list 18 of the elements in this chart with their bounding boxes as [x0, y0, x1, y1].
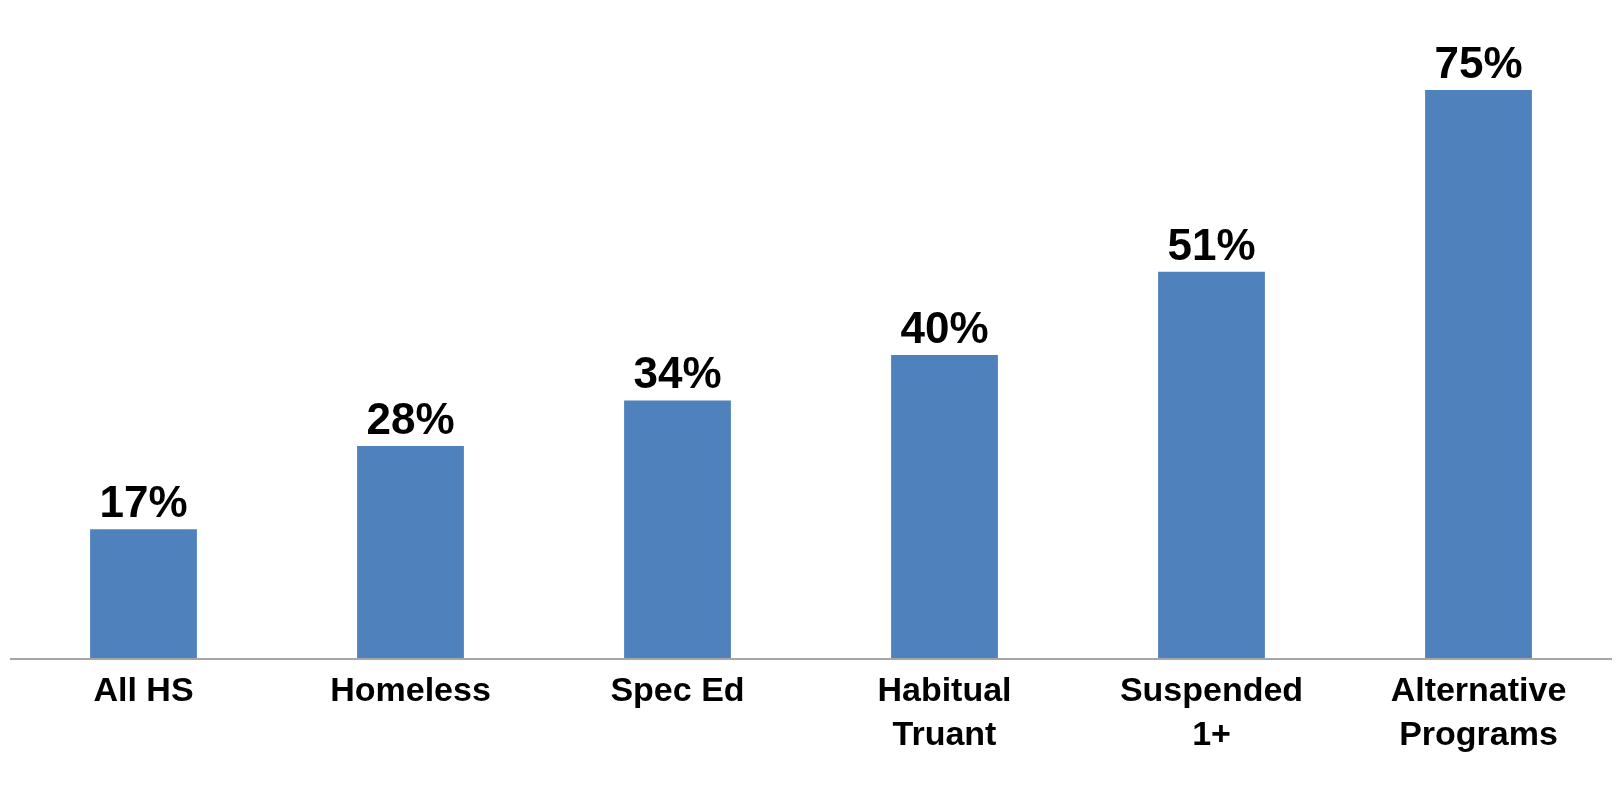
bar [1425, 89, 1532, 658]
bar [1158, 271, 1265, 658]
x-tick-label: Spec Ed [610, 669, 745, 708]
x-tick-label: Alternative Programs [1390, 669, 1567, 752]
data-label: 34% [633, 348, 722, 398]
data-label: 17% [99, 477, 188, 527]
data-label: 51% [1167, 219, 1256, 269]
data-label: 28% [366, 393, 455, 443]
bar [357, 445, 464, 658]
x-tick-label: Suspended 1+ [1119, 669, 1304, 752]
x-tick-label: All HS [93, 669, 194, 708]
bar [90, 529, 197, 658]
x-tick-label: Habitual Truant [877, 669, 1012, 752]
bar [891, 355, 998, 658]
data-label: 40% [900, 303, 989, 353]
bar [624, 400, 731, 658]
data-label: 75% [1434, 37, 1523, 87]
x-tick-label: Homeless [330, 669, 491, 708]
